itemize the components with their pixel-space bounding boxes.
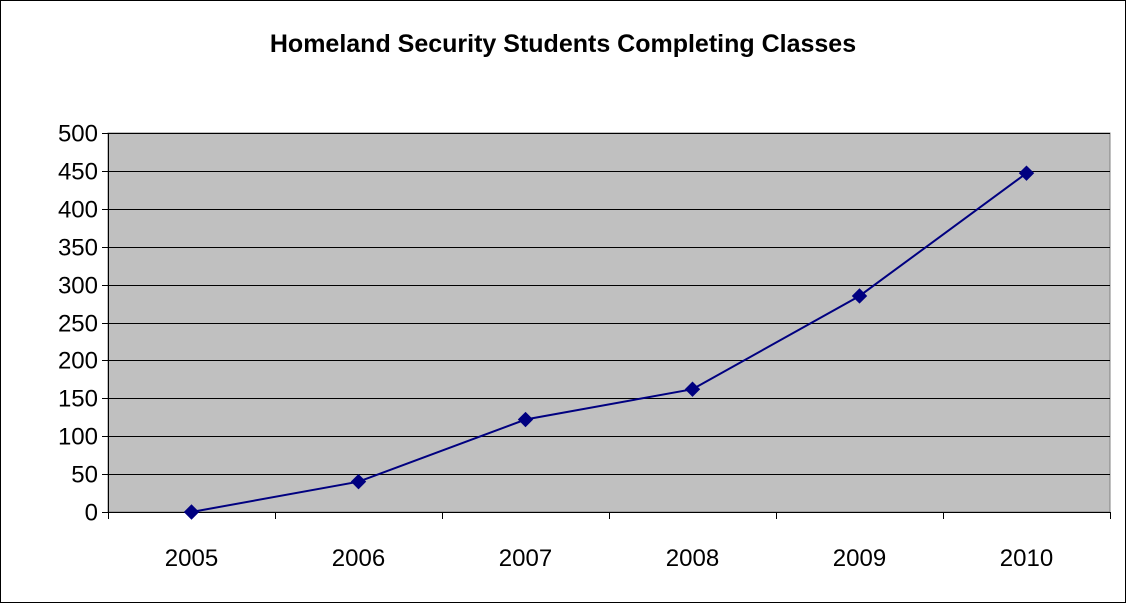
data-point-marker xyxy=(517,411,534,428)
y-tick-label: 100 xyxy=(58,424,98,451)
series-line xyxy=(191,172,1028,513)
y-tick-label: 450 xyxy=(58,159,98,186)
y-tick-label: 0 xyxy=(85,500,98,527)
x-tick-label: 2007 xyxy=(499,545,552,572)
x-tick-label: 2009 xyxy=(833,545,886,572)
data-point-marker xyxy=(183,504,200,520)
x-axis-ticks: 2005 2006 2007 2008 2009 2010 xyxy=(108,512,1111,572)
y-tick-label: 400 xyxy=(58,197,98,224)
y-tick-label: 300 xyxy=(58,273,98,300)
data-point-marker xyxy=(684,381,701,397)
y-tick-label: 500 xyxy=(58,121,98,148)
y-tick-label: 350 xyxy=(58,235,98,262)
x-tick-label: 2010 xyxy=(1000,545,1053,572)
y-tick-label: 150 xyxy=(58,386,98,413)
y-tick-label: 250 xyxy=(58,311,98,338)
y-tick-label: 50 xyxy=(71,462,98,489)
chart-title: Homeland Security Students Completing Cl… xyxy=(269,30,857,58)
x-tick-label: 2006 xyxy=(332,545,385,572)
x-tick-label: 2005 xyxy=(165,545,218,572)
plot-area xyxy=(107,132,1111,513)
data-point-marker xyxy=(851,288,868,304)
series-group xyxy=(183,165,1035,520)
data-point-marker xyxy=(1018,165,1035,181)
grid-lines xyxy=(108,133,1110,475)
y-axis-ticks: 0 50 100 150 200 250 300 350 400 450 500 xyxy=(58,121,108,527)
x-tick-label: 2008 xyxy=(666,545,719,572)
data-point-marker xyxy=(350,473,367,490)
y-tick-label: 200 xyxy=(58,348,98,375)
